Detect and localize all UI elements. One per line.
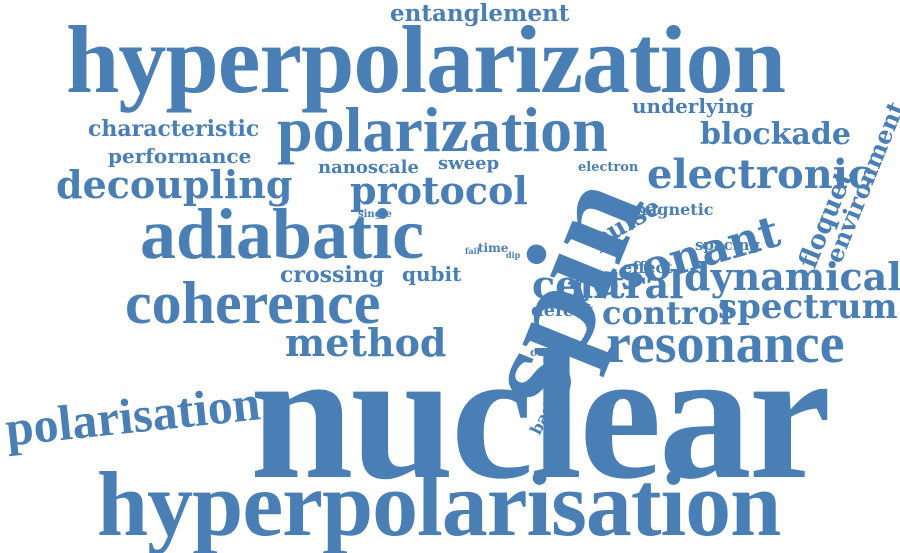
word-qubit: qubit [402, 262, 462, 286]
word-method: method [285, 320, 447, 365]
word-magnetic: magnetic [630, 200, 714, 219]
word-spacing: spacing [695, 236, 760, 254]
word-decoupling: decoupling [56, 162, 293, 207]
word-entanglement: entanglement [390, 0, 570, 27]
word-nanoscale: nanoscale [318, 157, 419, 178]
word-underlying: underlying [632, 94, 754, 118]
word-protocol: protocol [350, 168, 528, 213]
word-resonance: resonance [606, 313, 845, 375]
word-time: time [478, 241, 509, 255]
word-spectrum: spectrum [718, 287, 898, 327]
word-central: central [532, 262, 684, 307]
word-coherence: coherence [125, 270, 381, 336]
word-electronic: electronic [647, 151, 873, 198]
word-hyperpolarisation: hyperpolarisation [97, 453, 781, 553]
word-sweep: sweep [438, 153, 500, 174]
word-defect: defect [531, 300, 594, 321]
word-center: center [530, 346, 570, 359]
word-characteristic: characteristic [88, 116, 260, 142]
word-performance: performance [108, 144, 252, 168]
word-single: single [358, 209, 392, 220]
word-fail: fail [465, 246, 480, 256]
word-effect: effect [622, 258, 673, 277]
word-dynamical: dynamical [684, 254, 900, 299]
word-adiabatic: adiabatic [140, 194, 425, 274]
word-control: control [602, 294, 732, 332]
word-crossing: crossing [280, 262, 385, 288]
word-polarisation: polarisation [2, 374, 263, 457]
word-blockade: blockade [700, 117, 851, 152]
word-hyperpolarization: hyperpolarization [66, 6, 786, 113]
word-polarization: polarization [277, 94, 608, 165]
word-dip: dip [506, 250, 521, 260]
word-nuclear: nuclear [250, 312, 831, 518]
word-electron: electron [578, 160, 639, 175]
